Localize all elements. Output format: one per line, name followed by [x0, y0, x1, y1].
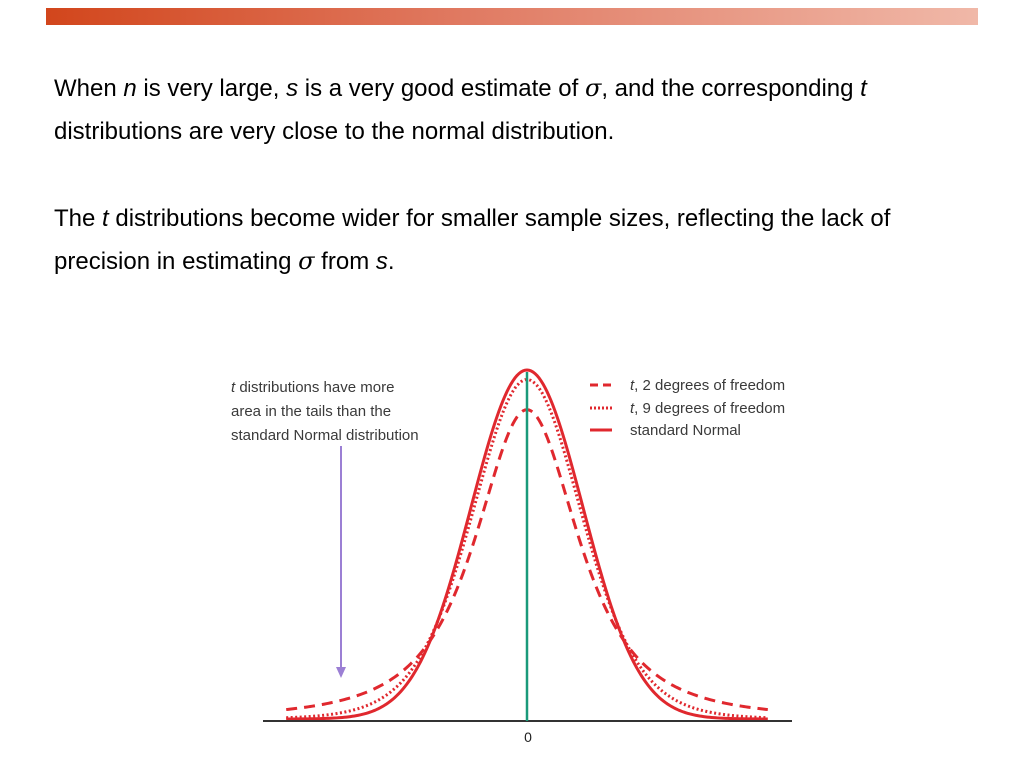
var-s: s: [375, 248, 388, 275]
legend-t9-prefix: t: [630, 400, 635, 417]
paragraph-wider-t: The t distributions become wider for sma…: [54, 197, 984, 283]
sigma-symbol: σ: [584, 74, 602, 102]
normal-curve: [286, 368, 768, 721]
text-span: is very large,: [136, 75, 287, 102]
legend-label-t2: t, 2 degrees of freedom: [630, 377, 785, 394]
text-span: from: [314, 248, 376, 275]
var-t: t: [102, 205, 109, 232]
annotation-arrow: [336, 446, 346, 678]
var-s: s: [286, 75, 299, 102]
t9-curve: [286, 378, 768, 720]
annotation-line-1: t distributions have more: [231, 379, 394, 396]
arrow-head: [336, 667, 346, 678]
annotation-line-2: area in the tails than the: [231, 403, 391, 420]
legend-t2-text: , 2 degrees of freedom: [634, 377, 785, 394]
legend-label-normal: standard Normal: [630, 422, 741, 439]
legend-label-t9: t, 9 degrees of freedom: [630, 400, 785, 417]
annotation-t: t: [231, 379, 236, 396]
var-n: n: [123, 75, 137, 102]
legend-t2-prefix: t: [630, 377, 635, 394]
legend: t, 2 degrees of freedom t, 9 degrees of …: [590, 377, 785, 439]
sigma-symbol: σ: [298, 247, 315, 275]
text-span: .: [387, 248, 395, 275]
annotation: t distributions have more area in the ta…: [231, 379, 419, 444]
text-span: The: [54, 205, 103, 232]
text-span: distributions become wider for smaller s…: [54, 205, 891, 275]
text-span: When: [54, 75, 124, 102]
var-t: t: [860, 75, 867, 102]
text-span: , and the corresponding: [601, 75, 861, 102]
text-span: distributions are very close to the norm…: [54, 118, 615, 145]
x-tick-zero: 0: [524, 729, 532, 745]
annotation-line-1-text: distributions have more: [235, 379, 394, 396]
annotation-line-3: standard Normal distribution: [231, 427, 419, 444]
paragraph-large-n: When n is very large, s is a very good e…: [54, 67, 984, 153]
legend-t9-text: , 9 degrees of freedom: [634, 400, 785, 417]
text-span: is a very good estimate of: [298, 75, 585, 102]
header-accent-bar: [46, 8, 978, 25]
